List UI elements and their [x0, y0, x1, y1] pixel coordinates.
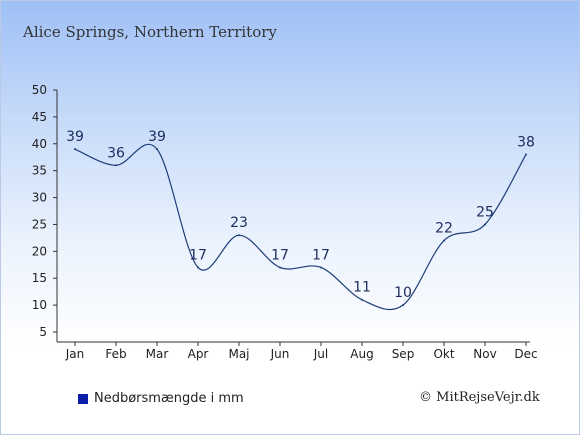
data-point: [115, 164, 117, 167]
x-tick-label: Sep: [392, 347, 415, 361]
data-point: [279, 266, 281, 269]
series-line: [74, 143, 527, 310]
y-tick-label: 30: [32, 191, 47, 205]
x-tick-label: Dec: [514, 347, 537, 361]
data-point: [443, 239, 445, 242]
data-label: 38: [517, 135, 535, 151]
data-point: [402, 304, 404, 307]
data-label: 39: [66, 129, 84, 145]
x-tick-label: Feb: [105, 347, 126, 361]
x-tick-label: Apr: [188, 347, 209, 361]
y-tick-label: 45: [32, 110, 47, 124]
data-point: [320, 266, 322, 269]
legend-swatch: [78, 393, 88, 404]
x-tick-label: Jan: [65, 347, 85, 361]
data-point: [156, 148, 158, 151]
x-tick-label: Jun: [270, 347, 290, 361]
data-label: 11: [353, 280, 371, 296]
data-label: 17: [189, 247, 207, 263]
data-point: [361, 298, 363, 301]
x-tick-label: Jul: [313, 347, 328, 361]
data-point: [484, 223, 486, 226]
data-label: 10: [394, 285, 412, 301]
data-point: [238, 234, 240, 237]
y-tick-label: 20: [32, 244, 47, 258]
data-point: [197, 266, 199, 269]
data-label: 25: [476, 204, 494, 220]
data-label: 39: [148, 129, 166, 145]
y-tick-label: 10: [32, 298, 47, 312]
data-label: 17: [271, 247, 289, 263]
x-tick-label: Maj: [228, 347, 249, 361]
data-point: [74, 148, 76, 151]
data-label: 23: [230, 215, 248, 231]
y-tick-label: 40: [32, 137, 47, 151]
y-tick-label: 50: [32, 83, 47, 97]
y-tick-label: 35: [32, 164, 47, 178]
y-tick-label: 15: [32, 271, 47, 285]
y-tick-label: 5: [39, 325, 47, 339]
x-tick-label: Nov: [473, 347, 496, 361]
data-point: [525, 153, 527, 156]
data-label: 36: [107, 145, 125, 161]
x-tick-label: Aug: [350, 347, 373, 361]
legend: Nedbørsmængde i mm: [78, 391, 244, 406]
x-tick-label: Okt: [433, 347, 454, 361]
credit-text: © MitRejseVejr.dk: [419, 390, 540, 405]
x-tick-label: Mar: [146, 347, 169, 361]
y-tick-label: 25: [32, 217, 47, 231]
data-label: 17: [312, 247, 330, 263]
legend-label: Nedbørsmængde i mm: [94, 391, 244, 406]
data-label: 22: [435, 221, 453, 237]
chart-title: Alice Springs, Northern Territory: [23, 23, 277, 41]
